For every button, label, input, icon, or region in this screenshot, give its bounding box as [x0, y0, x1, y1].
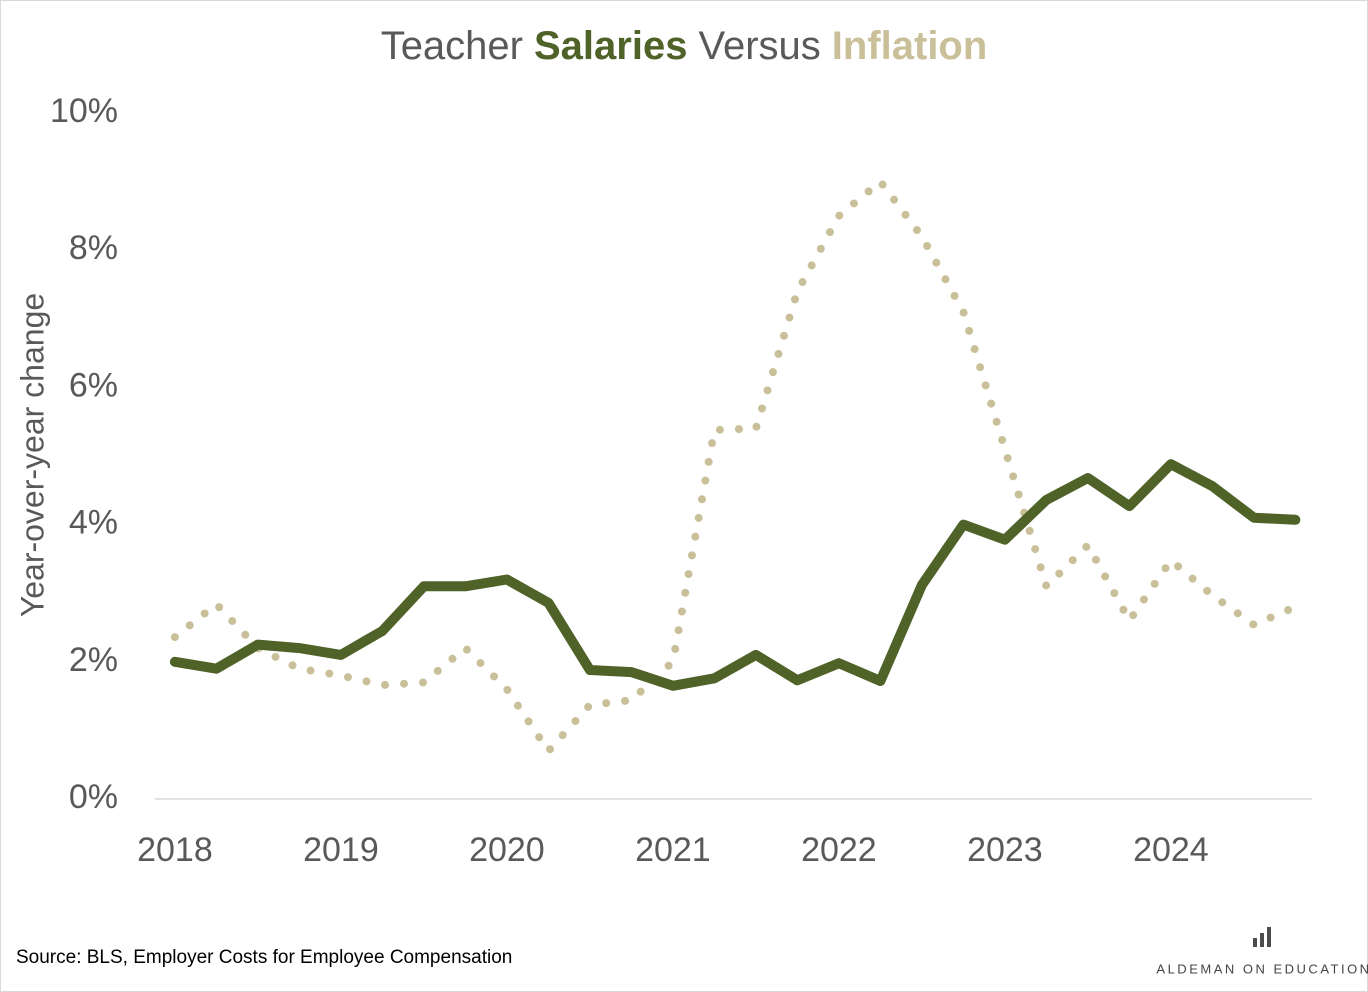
x-tick-label: 2021 — [635, 831, 711, 869]
y-tick-label: 0% — [69, 778, 118, 816]
y-tick-label: 4% — [69, 504, 118, 542]
x-tick-label: 2018 — [137, 831, 213, 869]
brand: ALDEMAN ON EDUCATION — [1156, 961, 1368, 976]
y-axis-title: Year-over-year change — [14, 293, 50, 617]
source-note: Source: BLS, Employer Costs for Employee… — [16, 947, 512, 968]
title-word: Versus — [698, 24, 820, 68]
x-tick-label: 2024 — [1133, 831, 1209, 869]
series-line — [169, 459, 1301, 691]
title-series: Salaries — [534, 24, 687, 68]
title-word: Teacher — [381, 24, 523, 68]
x-tick-label: 2022 — [801, 831, 877, 869]
series-line — [170, 177, 1300, 755]
y-tick-label: 8% — [69, 229, 118, 267]
x-tick-label: 2020 — [469, 831, 545, 869]
y-tick-label: 10% — [50, 92, 118, 130]
x-tick-label: 2023 — [967, 831, 1043, 869]
y-tick-label: 6% — [69, 366, 118, 404]
title-series: Inflation — [832, 24, 988, 68]
y-tick-label: 2% — [69, 641, 118, 679]
brand-icon — [1253, 927, 1271, 947]
chart-title: Teacher Salaries Versus Inflation — [381, 24, 988, 68]
x-tick-label: 2019 — [303, 831, 379, 869]
